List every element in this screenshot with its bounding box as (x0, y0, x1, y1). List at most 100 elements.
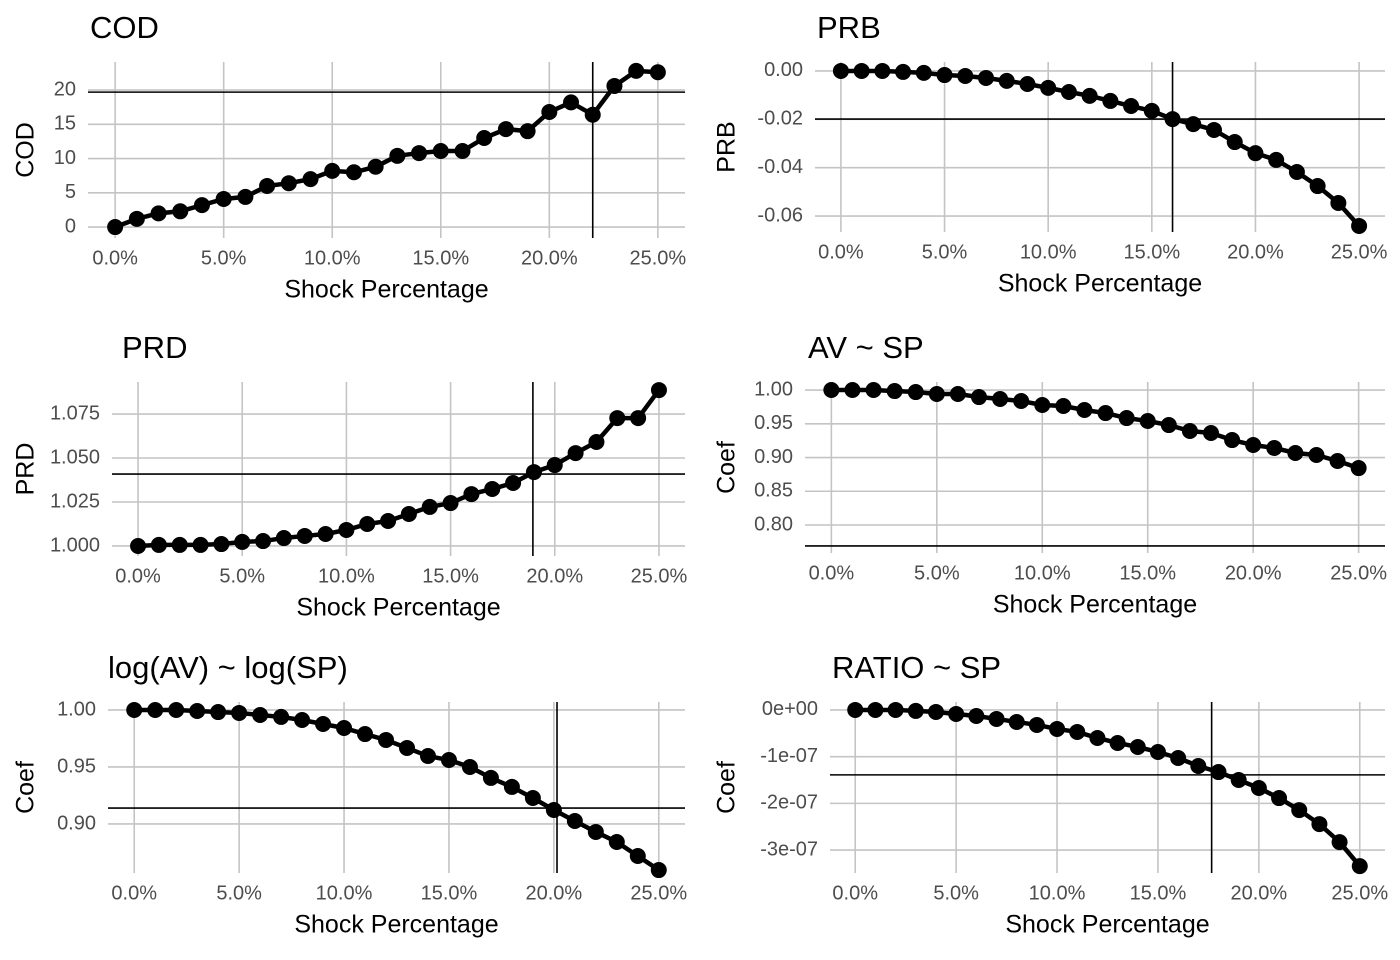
data-point (1245, 437, 1262, 454)
data-point (1118, 410, 1135, 427)
data-point (234, 533, 251, 550)
data-point (231, 704, 248, 721)
y-axis-title: Coef (713, 441, 741, 494)
y-axis-title: COD (12, 122, 40, 178)
data-point (587, 823, 604, 840)
data-point (338, 521, 355, 538)
data-point (400, 505, 417, 522)
data-point (525, 464, 542, 481)
data-point (865, 382, 882, 399)
x-tick-label: 15.0% (1119, 562, 1176, 584)
data-point (107, 219, 124, 236)
y-tick-label: 1.00 (754, 378, 793, 400)
data-point (1206, 121, 1222, 138)
data-point (324, 162, 341, 179)
x-axis-title: Shock Percentage (284, 276, 488, 304)
panel: 0e+00 -1e-07 -2e-07 -3e-07 0.0% 5.0% 10.0% 15.0… (713, 650, 1389, 938)
data-point (915, 64, 932, 81)
data-point (255, 533, 272, 550)
x-tick-label: 0.0% (111, 882, 157, 904)
data-point (1351, 217, 1368, 234)
x-tick-label: 5.0% (922, 241, 968, 263)
data-point (1123, 98, 1140, 115)
x-tick-label: 0.0% (809, 562, 855, 584)
data-point (1330, 194, 1347, 211)
y-tick-label: 1.075 (50, 402, 100, 424)
data-point (1028, 716, 1045, 733)
data-point (936, 67, 953, 84)
x-tick-label: 10.0% (1014, 562, 1071, 584)
data-point (1143, 102, 1160, 119)
data-point (454, 143, 471, 160)
y-tick-label: -0.02 (757, 108, 803, 130)
y-tick-label: 0.00 (764, 59, 803, 81)
data-line (840, 68, 1361, 228)
x-axis-title: Shock Percentage (998, 270, 1202, 298)
y-tick-label: 10 (54, 147, 76, 169)
data-point (421, 498, 438, 515)
x-tick-label: 20.0% (526, 882, 583, 904)
data-point (1139, 413, 1156, 430)
data-point (1331, 834, 1348, 851)
y-tick-label: 5 (65, 181, 76, 203)
data-point (1247, 145, 1264, 162)
data-point (315, 716, 332, 733)
data-point (887, 701, 904, 718)
data-point (541, 103, 558, 120)
data-point (524, 789, 541, 806)
data-point (419, 748, 436, 765)
data-line (134, 707, 661, 872)
data-point (275, 530, 292, 547)
data-point (210, 704, 227, 721)
data-point (280, 175, 297, 192)
data-point (978, 69, 994, 86)
data-point (273, 708, 290, 725)
data-point (1230, 772, 1247, 789)
data-point (949, 386, 966, 403)
x-tick-label: 10.0% (304, 247, 361, 269)
chart-title: COD (90, 10, 159, 45)
data-point (213, 536, 230, 553)
data-point (503, 778, 520, 795)
data-point (844, 382, 861, 399)
data-point (1034, 397, 1051, 414)
data-point (606, 77, 623, 94)
x-tick-label: 25.0% (630, 247, 687, 269)
data-point (1185, 116, 1202, 133)
data-point (317, 526, 334, 543)
data-point (150, 536, 167, 553)
data-line (855, 707, 1362, 868)
data-point (957, 68, 974, 85)
x-tick-label: 10.0% (1020, 241, 1077, 263)
data-point (1190, 758, 1207, 775)
data-point (867, 701, 884, 718)
x-tick-label: 5.0% (933, 882, 979, 904)
x-tick-label: 5.0% (914, 562, 960, 584)
x-tick-label: 15.0% (1123, 241, 1180, 263)
data-point (1164, 111, 1181, 128)
data-point (1224, 432, 1241, 449)
data-point (172, 203, 189, 220)
data-point (126, 701, 143, 718)
data-point (252, 706, 269, 723)
x-tick-label: 20.0% (1231, 882, 1288, 904)
data-point (1291, 802, 1308, 819)
y-tick-label: -1e-07 (760, 745, 818, 767)
data-point (294, 712, 311, 729)
x-tick-label: 0.0% (115, 565, 161, 587)
data-point (463, 486, 480, 503)
data-point (1129, 738, 1146, 755)
y-tick-label: 1.00 (57, 698, 96, 720)
data-point (1069, 723, 1086, 740)
data-point (440, 752, 457, 769)
data-point (359, 515, 376, 532)
data-point (1160, 417, 1177, 434)
data-point (237, 188, 254, 205)
data-point (1008, 713, 1025, 730)
y-tick-label: 1.025 (50, 490, 100, 512)
data-point (461, 758, 478, 775)
x-tick-label: 25.0% (1331, 882, 1388, 904)
data-point (988, 710, 1005, 727)
x-tick-label: 20.0% (1225, 562, 1282, 584)
chart-title: PRD (122, 330, 187, 365)
